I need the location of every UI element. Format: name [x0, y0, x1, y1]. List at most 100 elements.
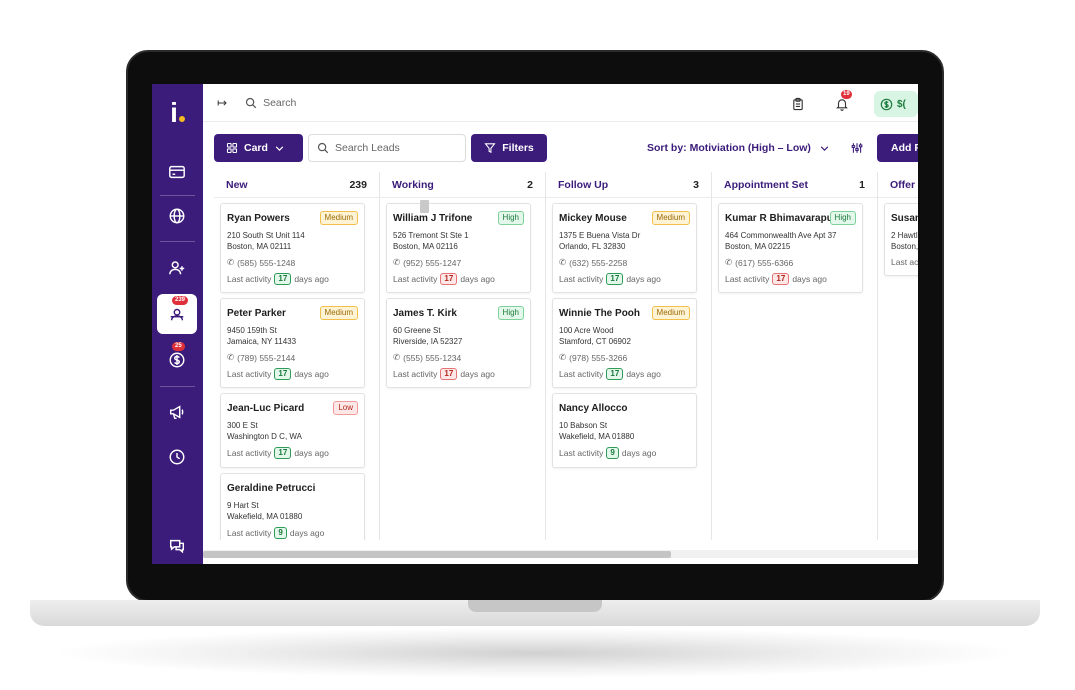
- activity-suffix: days ago: [792, 274, 827, 284]
- address-line: Stamford, CT 06902: [559, 337, 631, 346]
- address-line: 526 Tremont St Ste 1: [393, 231, 469, 240]
- global-search[interactable]: Search: [245, 97, 296, 109]
- lead-address: 9450 159th St Jamaica, NY 11433: [227, 325, 358, 347]
- column-header: Offer M: [878, 172, 918, 198]
- activity-prefix: Last activity: [393, 369, 438, 379]
- days-badge: 17: [274, 447, 292, 459]
- sidebar-item-leads[interactable]: 239: [157, 294, 197, 334]
- sidebar-item-chat[interactable]: [157, 526, 197, 564]
- add-user-icon: [169, 261, 185, 275]
- global-search-placeholder: Search: [263, 96, 297, 109]
- days-badge: 17: [772, 273, 790, 285]
- days-badge: 17: [440, 368, 458, 380]
- phone-icon: ✆: [559, 257, 567, 267]
- view-mode-dropdown[interactable]: Card: [214, 134, 303, 162]
- column-title: Follow Up: [558, 178, 609, 191]
- lead-phone[interactable]: ✆ (952) 555-1247: [393, 257, 524, 268]
- lead-phone[interactable]: ✆ (789) 555-2144: [227, 352, 358, 363]
- laptop-shadow: [60, 628, 1010, 678]
- days-badge: 17: [274, 273, 292, 285]
- lead-card[interactable]: Mickey Mouse Medium 1375 E Buena Vista Dr…: [552, 203, 697, 293]
- sidebar-item-billing[interactable]: [157, 152, 197, 192]
- sidebar-item-history[interactable]: [157, 437, 197, 477]
- lead-card[interactable]: Susan 2 Hawtl Boston, Last ac: [884, 203, 918, 276]
- phone-number: (789) 555-2144: [237, 352, 296, 363]
- lead-phone[interactable]: ✆ (585) 555-1248: [227, 257, 358, 268]
- column-offer: Offer M Susan 2 Hawtl Boston, Last ac: [878, 172, 918, 540]
- address-line: 464 Commonwealth Ave Apt 37: [725, 231, 837, 240]
- activity-suffix: days ago: [294, 448, 329, 458]
- column-cards: Mickey Mouse Medium 1375 E Buena Vista Dr…: [546, 198, 711, 468]
- app-logo[interactable]: i: [152, 98, 203, 128]
- balance-button[interactable]: $(: [874, 91, 918, 117]
- lead-name: Ryan Powers: [227, 212, 290, 224]
- lead-address: 100 Acre Wood Stamford, CT 06902: [559, 325, 690, 347]
- address-line: 2 Hawtl: [891, 231, 918, 240]
- priority-badge: High: [497, 211, 524, 225]
- activity-suffix: days ago: [289, 528, 325, 538]
- address-line: Boston, MA 02111: [227, 242, 292, 251]
- notifications-button[interactable]: 19: [830, 90, 854, 116]
- address-line: 10 Babson St: [559, 421, 608, 430]
- priority-badge: Medium: [319, 211, 358, 225]
- lead-name: Geraldine Petrucci: [227, 482, 316, 494]
- collapse-sidebar-icon[interactable]: ↦: [217, 95, 228, 110]
- lead-card[interactable]: Kumar R Bhimavarapu High 464 Commonwealth…: [718, 203, 863, 293]
- dollar-circle-icon: [169, 352, 185, 368]
- days-badge: 17: [274, 368, 292, 380]
- lead-card[interactable]: Winnie The Pooh Medium 100 Acre Wood Stamf…: [552, 298, 697, 388]
- lead-phone[interactable]: ✆ (632) 555-2258: [559, 257, 690, 268]
- address-line: Jamaica, NY 11433: [227, 337, 297, 346]
- lead-card[interactable]: William J Trifone High 526 Tremont St Ste…: [386, 203, 531, 293]
- lead-address: 9 Hart St Wakefield, MA 01880: [227, 500, 358, 522]
- lead-phone[interactable]: ✆ (978) 555-3266: [559, 352, 690, 363]
- chevron-down-icon: [820, 145, 829, 151]
- priority-badge: Medium: [651, 306, 690, 320]
- priority-badge: High: [829, 211, 856, 225]
- filters-button[interactable]: Filters: [471, 134, 547, 162]
- days-badge: 9: [274, 527, 287, 539]
- lead-address: 10 Babson St Wakefield, MA 01880: [559, 420, 690, 442]
- lead-phone[interactable]: ✆ (617) 555-6366: [725, 257, 856, 268]
- sort-settings-button[interactable]: [851, 141, 863, 159]
- sidebar: i 239 25: [152, 84, 203, 564]
- column-count: 239: [349, 178, 367, 191]
- lead-card[interactable]: Nancy Allocco 10 Babson St Wakefield, MA …: [552, 393, 697, 468]
- column-working: Working 2 William J Trifone High 526 Trem…: [380, 172, 546, 540]
- lead-phone[interactable]: ✆ (555) 555-1234: [393, 352, 524, 363]
- sliders-icon: [851, 143, 863, 153]
- sidebar-item-marketing[interactable]: [157, 392, 197, 432]
- sidebar-item-deals[interactable]: 25: [157, 340, 197, 380]
- board-horizontal-scrollbar[interactable]: [203, 551, 671, 558]
- lead-address: 300 E St Washington D C, WA: [227, 420, 358, 442]
- activity-prefix: Last activity: [559, 369, 604, 379]
- lead-card[interactable]: Geraldine Petrucci 9 Hart St Wakefield, M…: [220, 473, 365, 540]
- address-line: Boston,: [891, 242, 918, 251]
- add-record-label: Add R: [891, 142, 918, 154]
- lead-search-input[interactable]: Search Leads: [308, 134, 466, 162]
- lead-card[interactable]: James T. Kirk High 60 Greene St Riverside,…: [386, 298, 531, 388]
- filter-icon: [484, 143, 496, 154]
- days-badge: 17: [606, 273, 624, 285]
- lead-name: James T. Kirk: [393, 307, 457, 319]
- add-record-button[interactable]: Add R: [877, 134, 918, 162]
- filters-label: Filters: [502, 142, 534, 154]
- column-header: New 239: [214, 172, 379, 198]
- lead-card[interactable]: Ryan Powers Medium 210 South St Unit 114 B…: [220, 203, 365, 293]
- phone-number: (632) 555-2258: [569, 257, 628, 268]
- sidebar-item-contacts[interactable]: [157, 248, 197, 288]
- lead-name: Jean-Luc Picard: [227, 402, 305, 414]
- tasks-button[interactable]: [786, 92, 810, 116]
- lead-card[interactable]: Jean-Luc Picard Low 300 E St Washington D …: [220, 393, 365, 468]
- address-line: 1375 E Buena Vista Dr: [559, 231, 641, 240]
- phone-number: (585) 555-1248: [237, 257, 296, 268]
- sort-dropdown[interactable]: Sort by: Motiviation (High – Low): [647, 142, 830, 154]
- phone-number: (978) 555-3266: [569, 352, 628, 363]
- column-scrollbar[interactable]: [420, 200, 429, 213]
- app-screen: i 239 25: [152, 84, 918, 564]
- lead-search-placeholder: Search Leads: [335, 142, 400, 154]
- sidebar-item-web[interactable]: [157, 196, 197, 236]
- leads-icon: [170, 308, 184, 321]
- lead-card[interactable]: Peter Parker Medium 9450 159th St Jamaica,…: [220, 298, 365, 388]
- phone-icon: ✆: [725, 257, 733, 267]
